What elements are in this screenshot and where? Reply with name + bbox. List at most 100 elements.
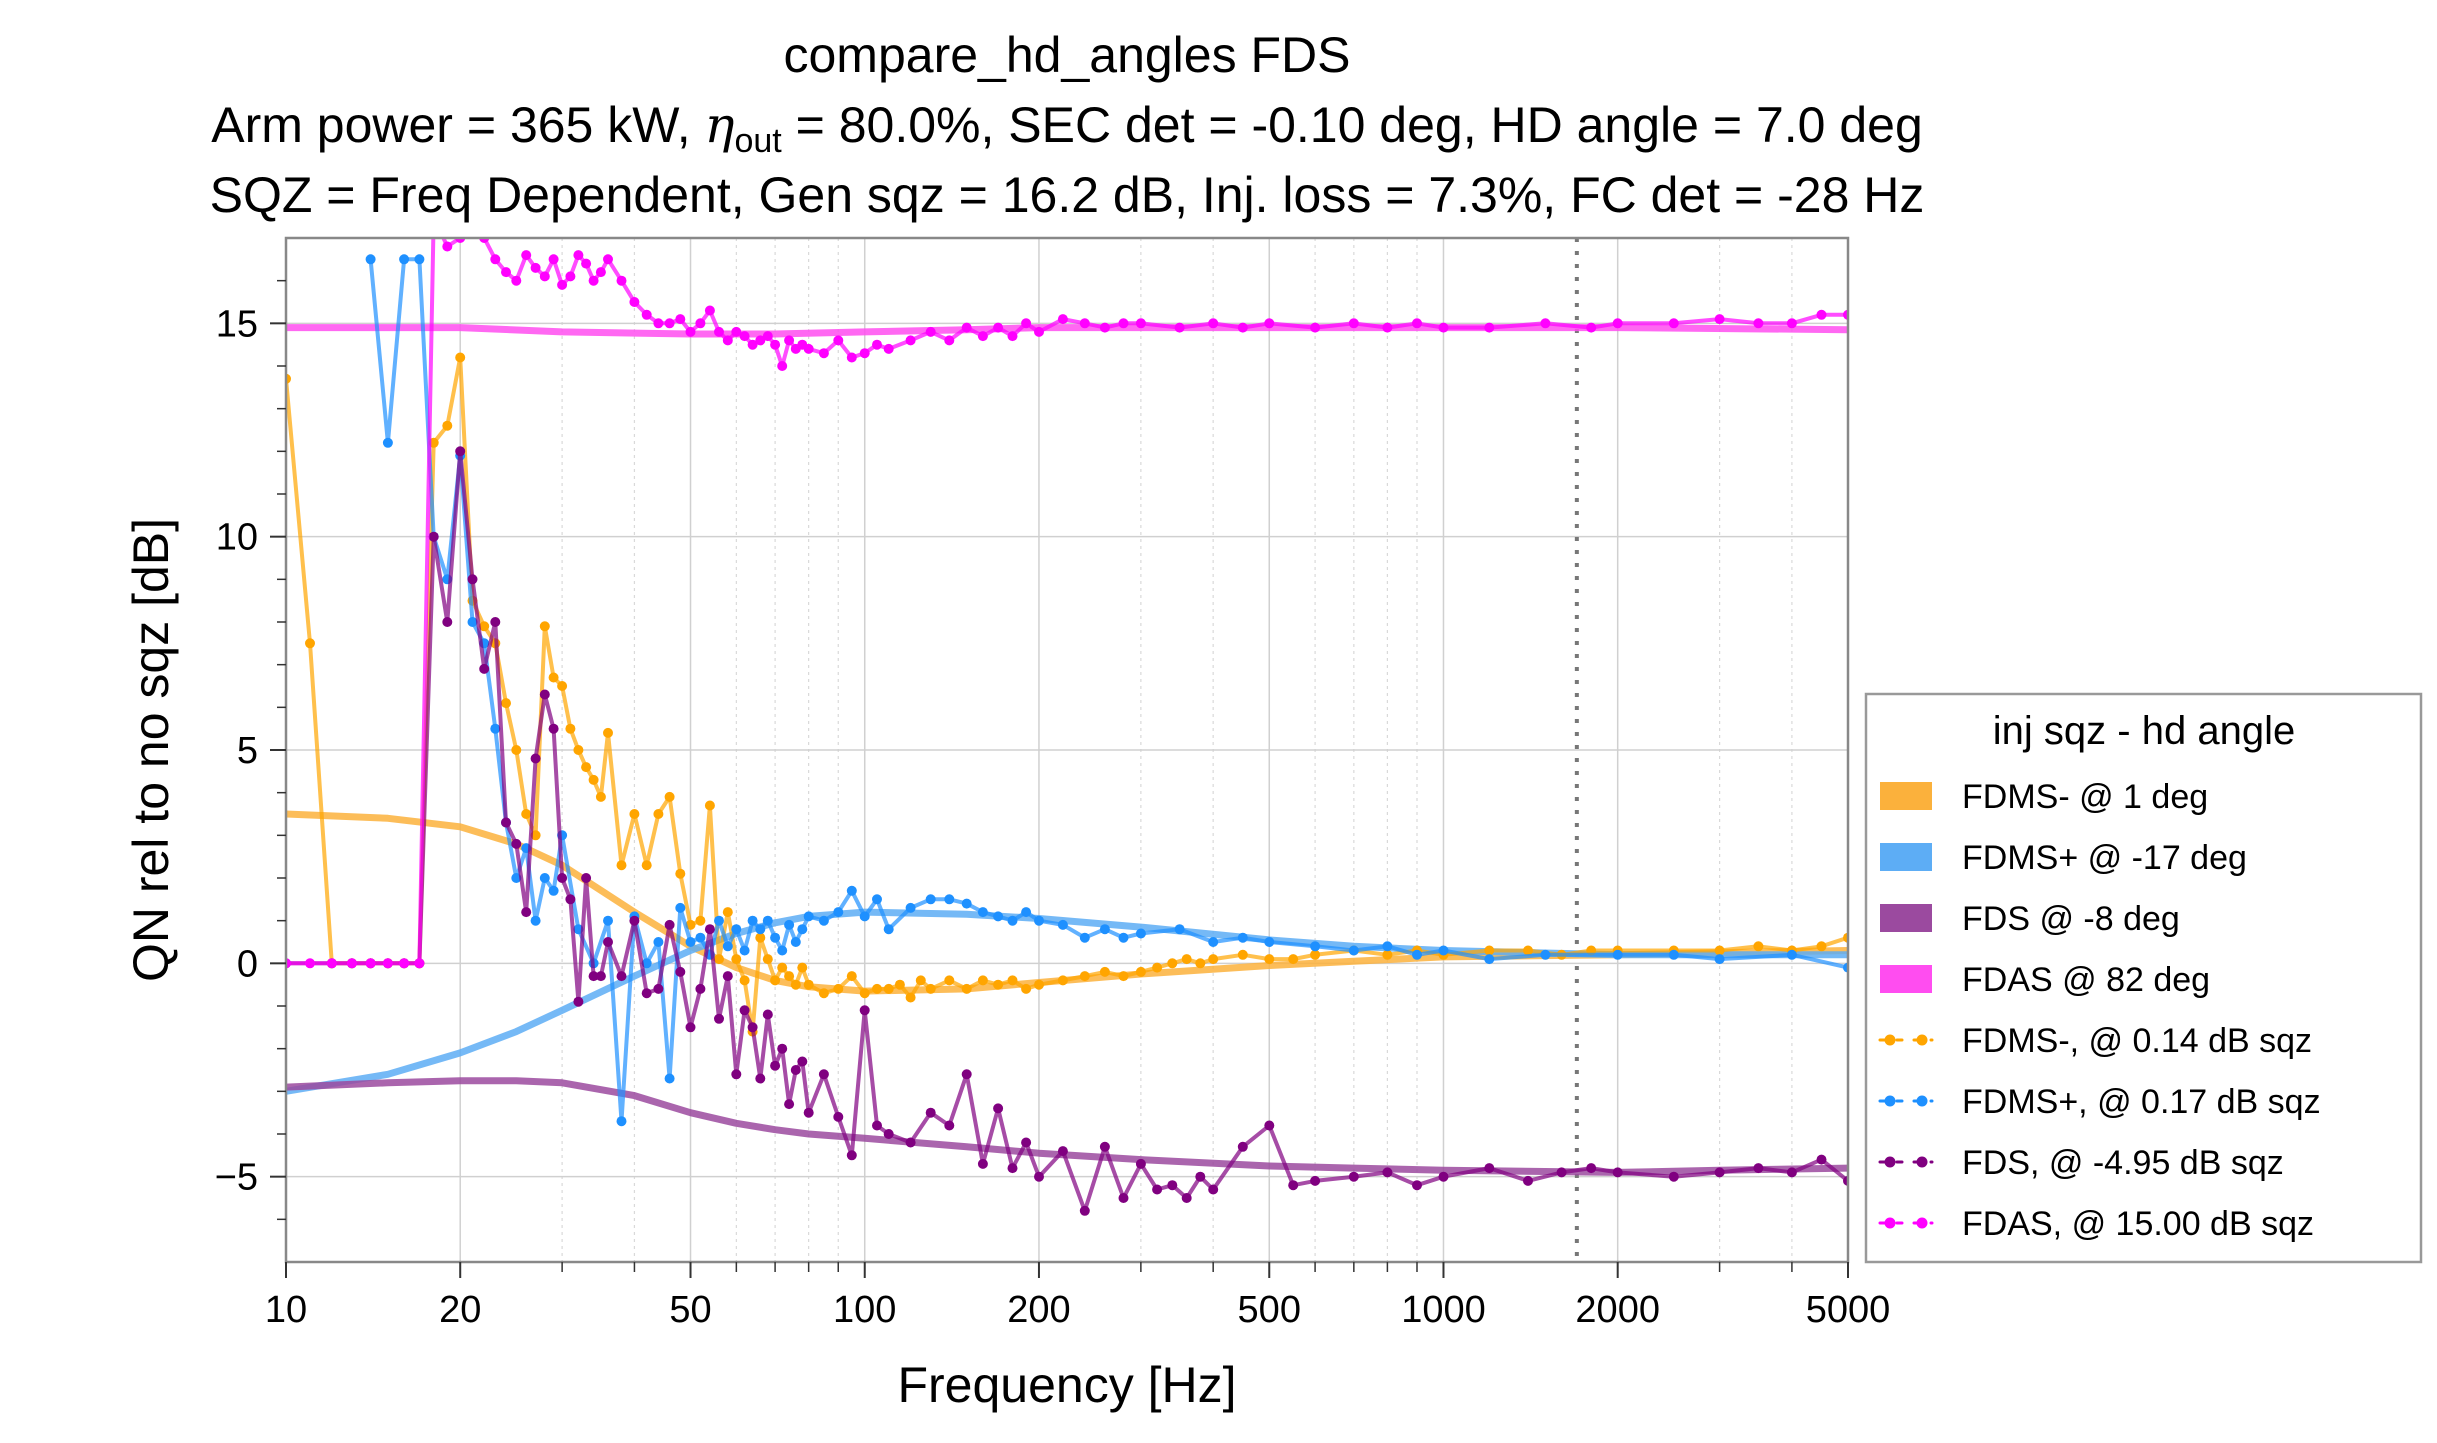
data-point-fdms-0-14-db-sqz [530,830,541,841]
measured-line-fds-4-95-db-sqz [286,449,1848,1213]
measured-line-fdas-15-00-db-sqz [286,238,1848,966]
data-point-fdms-0-17-db-sqz [1021,907,1032,918]
data-point-fdms-0-17-db-sqz [467,617,478,627]
data-point-fdms-0-17-db-sqz [762,915,773,926]
data-point-fds-4-95-db-sqz [1021,1137,1032,1148]
data-point-fdms-0-17-db-sqz [1714,954,1725,965]
data-point-fdas-15-00-db-sqz [777,361,788,371]
data-point-fdms-0-17-db-sqz [1438,945,1449,956]
data-point-fds-4-95-db-sqz [467,574,478,585]
data-point-fdms-0-17-db-sqz [944,894,955,905]
data-point-fdas-15-00-db-sqz [883,343,894,354]
data-point-fdms-0-17-db-sqz [883,924,894,935]
data-point-fdas-15-00-db-sqz [365,958,376,969]
legend: inj sqz - hd angle FDMS- @ 1 deg FDMS+ @ … [1864,692,2423,1264]
data-point-fdas-15-00-db-sqz [573,250,584,261]
data-point-fdms-0-14-db-sqz [755,932,766,943]
data-point-fds-4-95-db-sqz [1556,1167,1567,1178]
data-point-fdas-15-00-db-sqz [641,309,652,320]
data-point-fds-4-95-db-sqz [1753,1163,1764,1174]
data-point-fds-4-95-db-sqz [490,617,501,627]
data-point-fdms-0-17-db-sqz [1135,928,1146,939]
data-point-fdas-15-00-db-sqz [714,326,724,337]
data-point-fdms-0-17-db-sqz [790,937,801,947]
data-point-fdms-0-17-db-sqz [664,1073,675,1084]
data-point-fds-4-95-db-sqz [565,894,576,905]
data-point-fdas-15-00-db-sqz [539,271,550,282]
data-point-fdms-0-17-db-sqz [511,873,522,883]
data-point-fdms-0-17-db-sqz [797,924,808,935]
data-point-fdms-0-14-db-sqz [1118,971,1129,982]
data-point-fdas-15-00-db-sqz [653,318,664,329]
data-point-fdms-0-14-db-sqz [977,975,988,986]
data-point-fdms-0-14-db-sqz [616,860,627,871]
data-point-fdas-15-00-db-sqz [762,331,773,342]
data-point-fds-4-95-db-sqz [770,1060,781,1071]
data-point-fdms-0-14-db-sqz [993,979,1004,990]
data-point-fds-4-95-db-sqz [784,1099,795,1110]
data-point-fdas-15-00-db-sqz [1310,322,1321,333]
data-point-fdas-15-00-db-sqz [1208,318,1219,329]
data-point-fdms-0-17-db-sqz [977,907,988,918]
data-point-fdas-15-00-db-sqz [548,254,559,265]
data-point-fds-4-95-db-sqz [521,907,532,918]
data-point-fdas-15-00-db-sqz [346,958,357,969]
data-point-fds-4-95-db-sqz [653,983,664,994]
data-point-fds-4-95-db-sqz [595,971,606,982]
data-point-fdms-0-14-db-sqz [1310,949,1321,960]
data-point-fdms-0-14-db-sqz [915,975,926,986]
legend-swatch [1880,965,1932,993]
data-point-fdms-0-17-db-sqz [1484,954,1495,965]
data-point-fdms-0-17-db-sqz [641,958,652,969]
data-point-fds-4-95-db-sqz [501,817,511,828]
data-point-fdas-15-00-db-sqz [442,241,453,252]
y-tick-label: −5 [215,1157,258,1199]
data-point-fdas-15-00-db-sqz [603,254,613,265]
data-point-fds-4-95-db-sqz [739,1005,750,1016]
data-point-fdas-15-00-db-sqz [1021,318,1032,329]
x-tick-label: 20 [439,1289,481,1331]
data-point-fds-4-95-db-sqz [557,873,568,883]
data-point-fds-4-95-db-sqz [603,937,613,947]
data-point-fdas-15-00-db-sqz [588,275,599,286]
data-point-fdms-0-17-db-sqz [548,885,559,896]
data-point-fdms-0-14-db-sqz [1079,971,1090,982]
data-point-fdas-15-00-db-sqz [1786,318,1797,329]
data-point-fdas-15-00-db-sqz [468,225,478,235]
data-point-fdas-15-00-db-sqz [490,254,501,265]
data-point-fds-4-95-db-sqz [1167,1180,1178,1191]
data-point-fdms-0-14-db-sqz [1181,954,1192,965]
data-point-fds-4-95-db-sqz [455,446,466,457]
data-point-fdms-0-14-db-sqz [664,791,675,802]
data-point-fds-4-95-db-sqz [616,971,627,982]
data-point-fdas-15-00-db-sqz [1540,318,1551,329]
model-line-fdms-17-deg [286,908,1848,1095]
legend-label: FDMS+ @ -17 deg [1962,839,2247,877]
legend-marker [1884,1095,1896,1107]
data-point-fdms-0-17-db-sqz [1668,949,1679,960]
data-point-fdms-0-14-db-sqz [1714,945,1725,956]
x-tick-label: 50 [669,1289,711,1331]
data-point-fdms-0-17-db-sqz [1208,937,1219,947]
data-point-fdas-15-00-db-sqz [511,275,522,286]
data-point-fds-4-95-db-sqz [905,1137,916,1148]
data-point-fdas-15-00-db-sqz [685,326,696,337]
data-point-fdms-0-14-db-sqz [961,983,972,994]
data-point-fdms-0-14-db-sqz [1753,941,1764,952]
data-point-fdms-0-17-db-sqz [1079,932,1090,943]
data-point-fdas-15-00-db-sqz [1237,322,1248,333]
data-point-fds-4-95-db-sqz [548,723,559,734]
data-point-fdms-0-17-db-sqz [1007,915,1018,926]
data-point-fdms-0-14-db-sqz [1152,962,1163,973]
data-point-fds-4-95-db-sqz [731,1069,742,1080]
axis-ticks: 10 20 50 100 200 500 1000 2000 5000 −5 0 5 10 15 [215,279,1890,1331]
data-point-fds-4-95-db-sqz [961,1069,972,1080]
data-point-fdas-15-00-db-sqz [521,250,532,261]
data-point-fds-4-95-db-sqz [1208,1184,1219,1195]
data-point-fdms-0-17-db-sqz [490,723,501,734]
model-line-fdms-1-deg [286,810,1848,995]
data-point-fdms-0-17-db-sqz [1348,945,1359,956]
data-point-fds-4-95-db-sqz [1714,1167,1725,1178]
data-point-fdms-0-14-db-sqz [797,962,808,973]
data-point-fdas-15-00-db-sqz [859,348,870,359]
